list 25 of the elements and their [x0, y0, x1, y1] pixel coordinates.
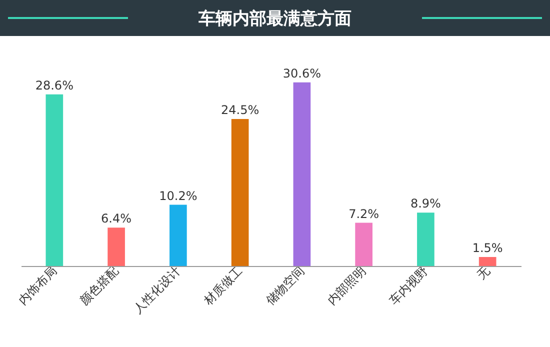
data-label: 7.2%	[348, 206, 380, 221]
bar	[293, 82, 311, 266]
data-label: 28.6%	[35, 78, 74, 92]
data-label: 8.9%	[410, 196, 441, 211]
bar	[417, 212, 434, 266]
x-tick-label: 人性化设计	[130, 264, 184, 316]
data-label: 24.5%	[220, 103, 260, 117]
bar	[170, 204, 187, 266]
bar	[478, 257, 496, 266]
bar	[231, 119, 249, 266]
bar	[46, 94, 64, 266]
bar	[108, 228, 125, 266]
data-label: 6.4%	[101, 212, 132, 226]
x-tick-label: 无	[474, 264, 493, 282]
chart-title: 车辆内部最满意方面	[198, 8, 352, 30]
data-label: 30.6%	[282, 66, 322, 80]
x-tick-label: 车内视野	[386, 264, 431, 308]
x-tick-label: 颜色搭配	[77, 264, 122, 308]
data-label: 1.5%	[472, 241, 503, 255]
data-label: 10.2%	[159, 188, 198, 203]
x-tick-label: 内饰布局	[16, 264, 60, 308]
bar	[355, 222, 372, 266]
x-tick-label: 内部照明	[324, 264, 369, 308]
x-tick-label: 储物空间	[263, 264, 307, 308]
x-tick-label: 材质做工	[200, 264, 246, 308]
